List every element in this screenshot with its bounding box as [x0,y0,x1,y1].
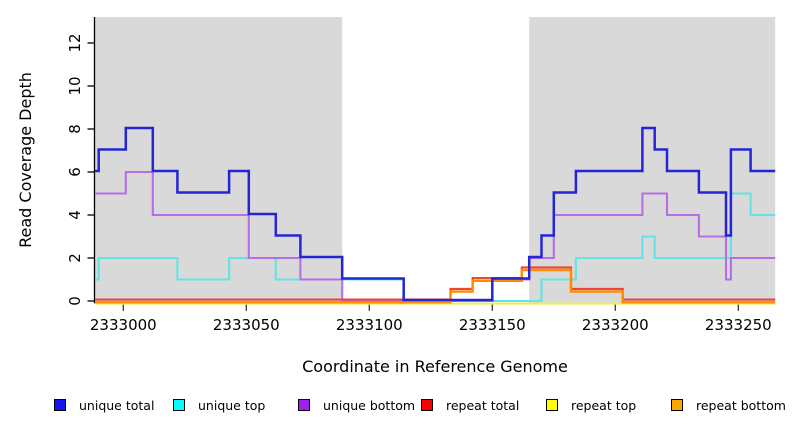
y-tick-label: 10 [66,76,84,95]
y-tick-label: 4 [66,210,84,220]
chart-legend: unique total unique top unique bottom repea… [0,396,792,420]
legend-swatch-unique-total [54,399,66,411]
x-tick-label: 2333100 [336,316,403,334]
shaded-region-2 [529,17,776,304]
legend-item-unique-top: unique top [173,396,265,414]
y-tick-label: 6 [66,167,84,177]
y-axis-title: Read Coverage Depth [16,72,35,248]
x-tick-label: 2333050 [213,316,280,334]
series-line-repeat-bottom [95,268,776,304]
legend-label: repeat total [446,397,520,413]
y-tick-label: 0 [66,296,84,306]
legend-swatch-unique-bottom [298,399,310,411]
x-tick-label: 2333000 [90,316,157,334]
y-tick-label: 8 [66,124,84,134]
series-line-unique-top [95,192,776,303]
legend-swatch-repeat-top [546,399,558,411]
legend-label: repeat bottom [696,397,786,413]
coverage-chart: 0 2 4 6 8 10 12 2333000 2333050 2333100 2333150 233… [16,17,776,376]
y-tick-label: 2 [66,253,84,263]
legend-item-repeat-top: repeat top [546,396,636,414]
x-tick-label: 2333250 [705,316,772,334]
legend-swatch-unique-top [173,399,185,411]
y-tick-label: 12 [66,33,84,52]
legend-item-unique-bottom: unique bottom [298,396,415,414]
legend-item-repeat-bottom: repeat bottom [671,396,786,414]
legend-item-repeat-total: repeat total [421,396,519,414]
x-tick-label: 2333200 [582,316,649,334]
legend-swatch-repeat-bottom [671,399,683,411]
x-tick-label: 2333150 [459,316,526,334]
legend-label: repeat top [571,397,637,413]
series-line-unique-total [95,126,776,302]
legend-label: unique top [198,397,266,413]
legend-label: unique total [79,397,155,413]
shaded-region-1 [95,17,343,304]
legend-item-unique-total: unique total [54,396,154,414]
legend-label: unique bottom [323,397,416,413]
legend-swatch-repeat-total [421,399,433,411]
x-axis-title: Coordinate in Reference Genome [302,357,568,376]
